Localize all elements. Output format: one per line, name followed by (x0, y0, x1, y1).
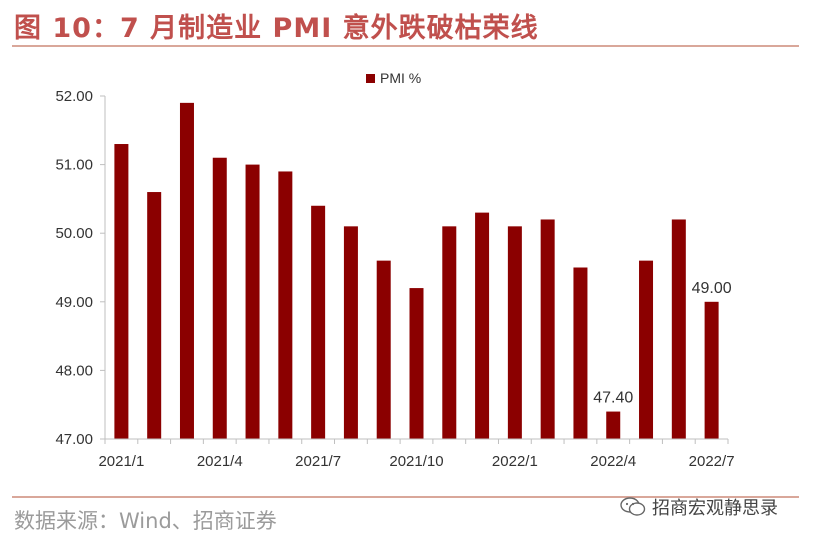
bar-2022-1 (507, 226, 522, 439)
source-divider (12, 496, 799, 498)
x-tick-label: 2021/1 (98, 453, 144, 470)
data-label-2022-4: 47.40 (593, 390, 633, 407)
data-labels-group: 47.40 49.00 (593, 280, 732, 407)
y-tick-label: 52.00 (55, 88, 93, 105)
bar-2021-4 (212, 157, 227, 440)
figure-title: 图 10：7 月制造业 PMI 意外跌破枯荣线 (14, 13, 539, 44)
bar-2022-5 (639, 260, 654, 439)
bar-2022-6 (671, 219, 686, 439)
x-tick-label: 2021/4 (197, 453, 243, 470)
bar-2022-7 (704, 301, 719, 439)
bar-2021-2 (147, 192, 162, 439)
watermark: 招商宏观静思录 (620, 494, 778, 520)
bar-2021-9 (376, 260, 391, 439)
y-tick-label: 51.00 (55, 157, 93, 174)
y-tick-label: 48.00 (55, 362, 93, 379)
wechat-icon (620, 497, 646, 516)
x-tick-label: 2022/7 (689, 453, 735, 470)
bar-2021-6 (278, 171, 293, 439)
y-tick-label: 47.00 (55, 431, 93, 448)
watermark-text: 招商宏观静思录 (652, 498, 778, 519)
bar-2022-2 (540, 219, 555, 439)
pmi-bar-chart: PMI % 47.00 48.00 49.00 50.00 51.00 52.00 202… (55, 70, 735, 470)
bar-2021-3 (179, 102, 194, 440)
x-tick-label: 2021/10 (389, 453, 443, 470)
bar-2021-11 (442, 226, 457, 439)
y-axis: 47.00 48.00 49.00 50.00 51.00 52.00 (55, 88, 106, 448)
legend-label: PMI % (380, 70, 421, 86)
bar-2022-3 (573, 267, 588, 439)
y-tick-label: 50.00 (55, 225, 93, 242)
data-source-note: 数据来源：Wind、招商证券 (14, 509, 277, 533)
bar-2021-8 (343, 226, 358, 439)
bars-group (114, 102, 719, 440)
chart-legend: PMI % (366, 70, 421, 86)
legend-swatch (366, 74, 375, 83)
bar-2021-1 (114, 144, 129, 439)
y-tick-label: 49.00 (55, 294, 93, 311)
title-divider (12, 45, 799, 47)
data-label-2022-7: 49.00 (692, 280, 732, 297)
x-tick-label: 2022/4 (590, 453, 636, 470)
x-axis: 2021/1 2021/4 2021/7 2021/10 2022/1 2022/4 202… (98, 438, 735, 470)
x-tick-label: 2021/7 (295, 453, 341, 470)
bar-2021-5 (245, 164, 260, 439)
bar-2021-12 (475, 212, 490, 439)
bar-2021-7 (311, 205, 326, 439)
bar-2022-4 (606, 411, 621, 439)
bar-2021-10 (409, 288, 424, 439)
x-tick-label: 2022/1 (492, 453, 538, 470)
